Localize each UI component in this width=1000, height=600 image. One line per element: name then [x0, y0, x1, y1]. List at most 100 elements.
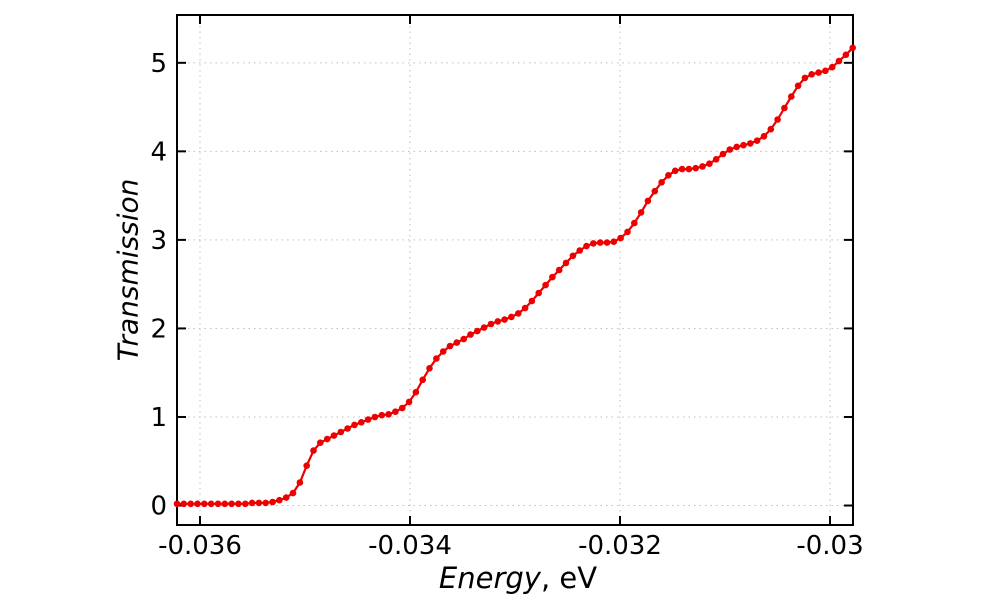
- data-point: [535, 289, 542, 297]
- data-point: [351, 421, 358, 429]
- data-point: [521, 304, 529, 312]
- data-point: [788, 93, 795, 100]
- data-point: [835, 57, 843, 65]
- data-point: [692, 164, 699, 172]
- transmission-curve: [177, 47, 854, 505]
- y-tick-label: 0: [150, 492, 167, 522]
- data-point: [767, 125, 775, 133]
- data-point: [849, 44, 856, 52]
- data-point: [480, 324, 488, 331]
- data-point: [235, 500, 242, 508]
- data-point: [740, 141, 747, 149]
- data-point: [398, 404, 406, 412]
- data-point: [296, 479, 304, 486]
- data-point: [180, 500, 188, 508]
- data-point: [637, 209, 645, 216]
- data-point: [528, 297, 536, 305]
- data-point: [255, 499, 263, 507]
- data-point: [562, 259, 570, 267]
- data-point: [419, 376, 427, 384]
- data-point: [719, 150, 727, 158]
- data-point: [590, 240, 597, 247]
- data-point: [194, 500, 201, 508]
- data-point: [747, 140, 754, 147]
- data-point: [644, 197, 652, 205]
- y-axis-title-text: Transmission: [111, 178, 145, 362]
- data-point: [631, 219, 638, 227]
- data-point: [712, 156, 720, 163]
- x-axis-title-unit: , eV: [540, 561, 598, 595]
- data-point: [706, 160, 713, 167]
- y-axis-title: Transmission: [112, 179, 145, 362]
- data-point: [774, 116, 781, 123]
- data-point: [282, 494, 290, 501]
- x-tick-label: -0.034: [368, 531, 452, 561]
- data-point: [173, 500, 181, 508]
- data-point: [678, 165, 686, 173]
- data-point: [596, 239, 604, 246]
- data-point: [815, 69, 822, 76]
- data-point: [515, 310, 522, 317]
- data-point: [624, 228, 631, 236]
- data-point: [828, 63, 836, 71]
- x-tick-label: -0.03: [796, 531, 863, 561]
- y-tick-label: 4: [150, 137, 167, 167]
- data-point: [364, 416, 372, 423]
- data-point: [201, 500, 208, 508]
- data-point: [842, 51, 850, 59]
- data-point: [303, 462, 311, 470]
- data-point: [487, 320, 495, 328]
- data-point: [665, 172, 672, 179]
- data-point: [494, 318, 502, 325]
- data-point: [467, 331, 474, 338]
- data-point: [228, 500, 235, 508]
- data-point: [330, 432, 338, 439]
- data-point: [726, 146, 734, 153]
- y-tick-label: 5: [150, 49, 167, 79]
- data-point: [262, 499, 270, 507]
- data-point: [508, 313, 515, 321]
- y-tick-label: 3: [150, 226, 167, 256]
- data-point: [781, 104, 788, 112]
- data-point: [269, 498, 276, 506]
- data-point: [344, 425, 351, 432]
- data-point: [576, 247, 583, 254]
- data-point: [671, 167, 679, 175]
- data-point: [317, 439, 324, 447]
- data-point: [603, 239, 611, 246]
- data-point: [289, 489, 297, 497]
- data-point: [392, 408, 399, 416]
- data-point: [207, 500, 215, 508]
- data-point: [446, 342, 454, 350]
- data-point: [378, 411, 386, 419]
- data-point: [371, 413, 379, 421]
- data-point: [187, 500, 194, 508]
- data-point: [808, 71, 815, 78]
- data-point: [385, 411, 392, 418]
- data-point: [460, 335, 468, 343]
- data-point: [248, 499, 256, 507]
- data-point: [221, 500, 229, 508]
- plot-border: [176, 14, 854, 526]
- data-point: [801, 74, 809, 82]
- data-point: [405, 398, 413, 406]
- data-point: [426, 365, 433, 372]
- data-point: [583, 242, 590, 250]
- data-point: [651, 187, 659, 195]
- data-point: [412, 388, 420, 396]
- data-point: [542, 281, 549, 289]
- data-point: [474, 327, 481, 335]
- y-tick-label: 2: [150, 314, 167, 344]
- data-point: [617, 234, 624, 242]
- x-tick-label: -0.032: [578, 531, 662, 561]
- data-point: [323, 435, 331, 443]
- data-point: [733, 143, 740, 151]
- data-point: [794, 82, 802, 90]
- data-point: [501, 316, 508, 323]
- data-point: [276, 496, 283, 504]
- data-point: [822, 67, 829, 75]
- data-point: [555, 266, 563, 274]
- data-point: [242, 500, 249, 508]
